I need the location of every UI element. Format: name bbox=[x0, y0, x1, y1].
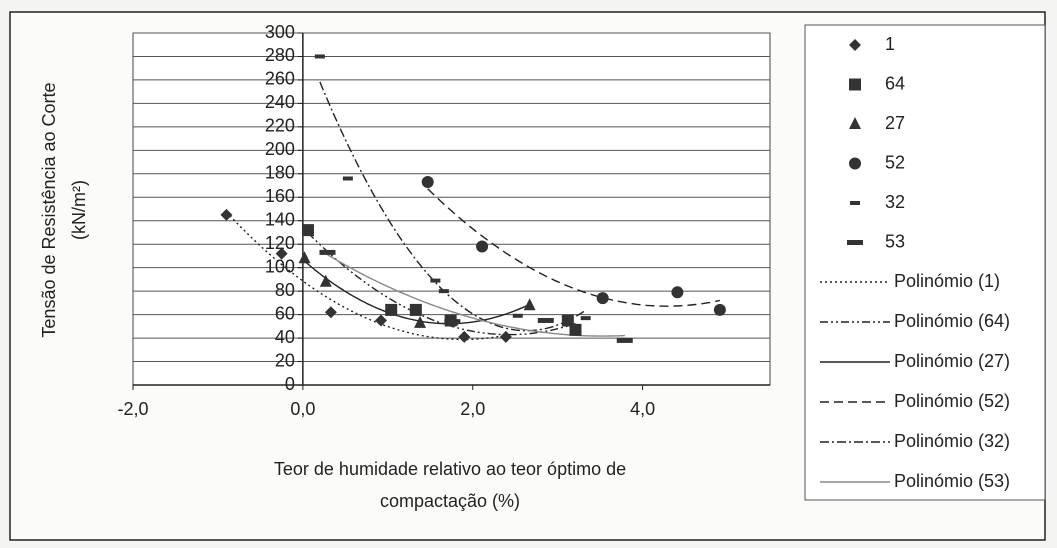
point bbox=[444, 319, 461, 325]
x-axis-title: compactação (%) bbox=[380, 491, 520, 511]
y-tick-label: 180 bbox=[265, 163, 295, 183]
y-tick-label: 40 bbox=[275, 327, 295, 347]
legend-label: 27 bbox=[885, 113, 905, 133]
x-tick-label: -2,0 bbox=[117, 399, 148, 419]
x-tick-label: 2,0 bbox=[460, 399, 485, 419]
point bbox=[314, 54, 325, 59]
y-axis-title: (kN/m²) bbox=[69, 180, 89, 240]
point bbox=[476, 240, 489, 253]
legend-marker bbox=[847, 240, 863, 245]
point bbox=[671, 286, 684, 299]
point bbox=[414, 315, 427, 328]
legend-label: Polinómio (32) bbox=[894, 431, 1010, 451]
legend-label: 53 bbox=[885, 231, 905, 251]
point bbox=[438, 289, 449, 294]
x-tick-label: 4,0 bbox=[630, 399, 655, 419]
y-tick-label: 140 bbox=[265, 209, 295, 229]
point bbox=[512, 313, 523, 318]
legend-marker bbox=[849, 39, 861, 51]
legend-label: Polinómio (27) bbox=[894, 351, 1010, 371]
y-tick-label: 80 bbox=[275, 280, 295, 300]
y-axis-title: Tensão de Resistência ao Corte bbox=[39, 82, 59, 337]
point bbox=[523, 298, 536, 311]
x-tick-label: 0,0 bbox=[290, 399, 315, 419]
legend-label: 64 bbox=[885, 73, 905, 93]
x-axis-title: Teor de humidade relativo ao teor óptimo… bbox=[274, 459, 626, 479]
point bbox=[409, 303, 422, 316]
trendline bbox=[304, 260, 530, 325]
point bbox=[301, 224, 314, 237]
point bbox=[385, 303, 398, 316]
legend-label: Polinómio (1) bbox=[894, 271, 1000, 291]
trendline bbox=[319, 81, 587, 332]
point bbox=[596, 292, 609, 305]
point bbox=[561, 314, 574, 327]
trendline bbox=[225, 211, 507, 341]
plot-area bbox=[132, 32, 771, 386]
point bbox=[319, 249, 336, 255]
point bbox=[580, 316, 591, 321]
point bbox=[421, 176, 434, 189]
point bbox=[499, 330, 512, 343]
y-tick-label: 120 bbox=[265, 233, 295, 253]
point bbox=[375, 314, 388, 327]
y-tick-label: 60 bbox=[275, 303, 295, 323]
legend-label: 32 bbox=[885, 192, 905, 212]
point bbox=[275, 247, 288, 260]
point bbox=[342, 176, 353, 181]
point bbox=[298, 251, 311, 264]
legend-label: Polinómio (53) bbox=[894, 471, 1010, 491]
point bbox=[616, 337, 633, 343]
y-tick-label: 240 bbox=[265, 92, 295, 112]
y-tick-label: 220 bbox=[265, 116, 295, 136]
point bbox=[220, 208, 233, 221]
legend-label: Polinómio (64) bbox=[894, 311, 1010, 331]
legend-label: Polinómio (52) bbox=[894, 391, 1010, 411]
legend-label: 52 bbox=[885, 152, 905, 172]
legend-marker bbox=[849, 117, 861, 129]
point bbox=[430, 278, 441, 283]
y-tick-label: 20 bbox=[275, 350, 295, 370]
y-tick-label: 280 bbox=[265, 45, 295, 65]
y-tick-label: 300 bbox=[265, 22, 295, 42]
point bbox=[537, 317, 554, 323]
point bbox=[458, 330, 471, 343]
legend-box bbox=[804, 24, 1046, 501]
legend-marker bbox=[850, 201, 860, 205]
y-tick-label: 0 bbox=[285, 374, 295, 394]
point bbox=[713, 303, 726, 316]
y-tick-label: 100 bbox=[265, 256, 295, 276]
y-tick-label: 260 bbox=[265, 69, 295, 89]
legend-label: 1 bbox=[885, 34, 895, 54]
trendline bbox=[307, 232, 576, 336]
legend-marker bbox=[849, 157, 861, 170]
point bbox=[324, 306, 337, 319]
y-tick-label: 200 bbox=[265, 139, 295, 159]
point bbox=[569, 323, 582, 336]
y-tick-label: 160 bbox=[265, 186, 295, 206]
legend-marker bbox=[849, 78, 861, 91]
point bbox=[319, 274, 332, 287]
